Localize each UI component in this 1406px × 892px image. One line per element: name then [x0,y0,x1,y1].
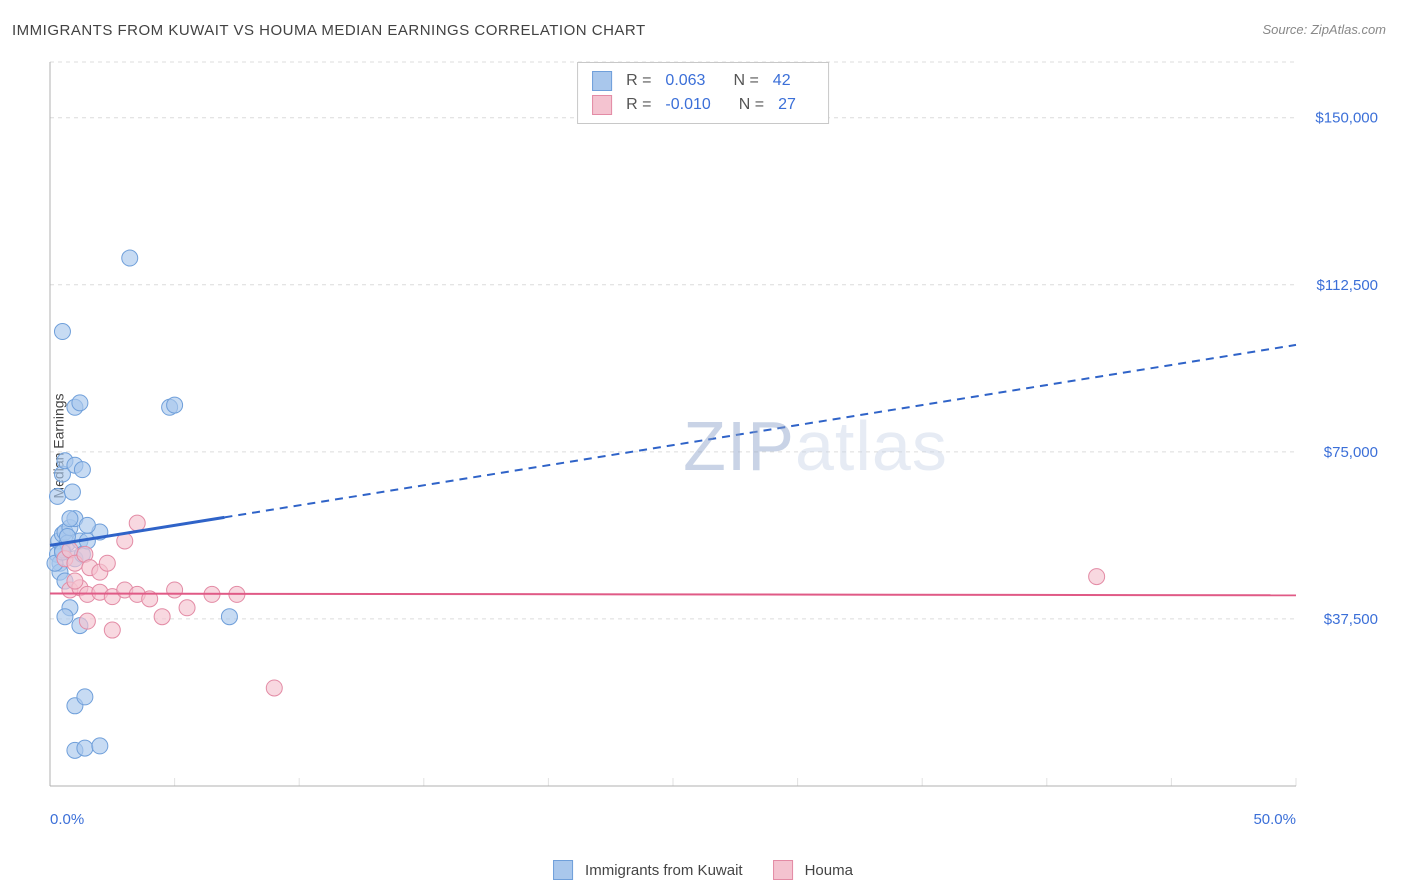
swatch-series-1-icon [553,860,573,880]
stats-row-series-1: R = 0.063 N = 42 [592,69,814,93]
svg-text:$37,500: $37,500 [1324,611,1378,628]
chart-title: IMMIGRANTS FROM KUWAIT VS HOUMA MEDIAN E… [12,22,646,39]
r-label: R = [626,93,651,117]
source-attribution: Source: ZipAtlas.com [1262,22,1386,37]
swatch-series-1 [592,71,612,91]
stats-row-series-2: R = -0.010 N = 27 [592,93,814,117]
n-label: N = [739,93,764,117]
legend-label-2: Houma [805,862,853,879]
svg-text:$112,500: $112,500 [1317,277,1378,294]
chart-plot-area: $37,500 $75,000 $112,500 $150,000 0.0% 50.0% [46,58,1386,830]
svg-text:50.0%: 50.0% [1253,811,1296,828]
chart-svg: $37,500 $75,000 $112,500 $150,000 0.0% 50.0% [46,58,1386,830]
n-label: N = [733,69,758,93]
r-label: R = [626,69,651,93]
n-value-1: 42 [773,69,791,93]
svg-text:0.0%: 0.0% [50,811,84,828]
swatch-series-2-icon [773,860,793,880]
legend-item-1: Immigrants from Kuwait [553,860,743,880]
r-value-1: 0.063 [665,69,705,93]
svg-text:$75,000: $75,000 [1324,444,1378,461]
swatch-series-2 [592,95,612,115]
legend-label-1: Immigrants from Kuwait [585,862,743,879]
r-value-2: -0.010 [665,93,710,117]
series-legend: Immigrants from Kuwait Houma [553,860,853,880]
legend-item-2: Houma [773,860,853,880]
correlation-stats-legend: R = 0.063 N = 42 R = -0.010 N = 27 [577,62,829,124]
n-value-2: 27 [778,93,796,117]
svg-text:$150,000: $150,000 [1315,110,1378,127]
